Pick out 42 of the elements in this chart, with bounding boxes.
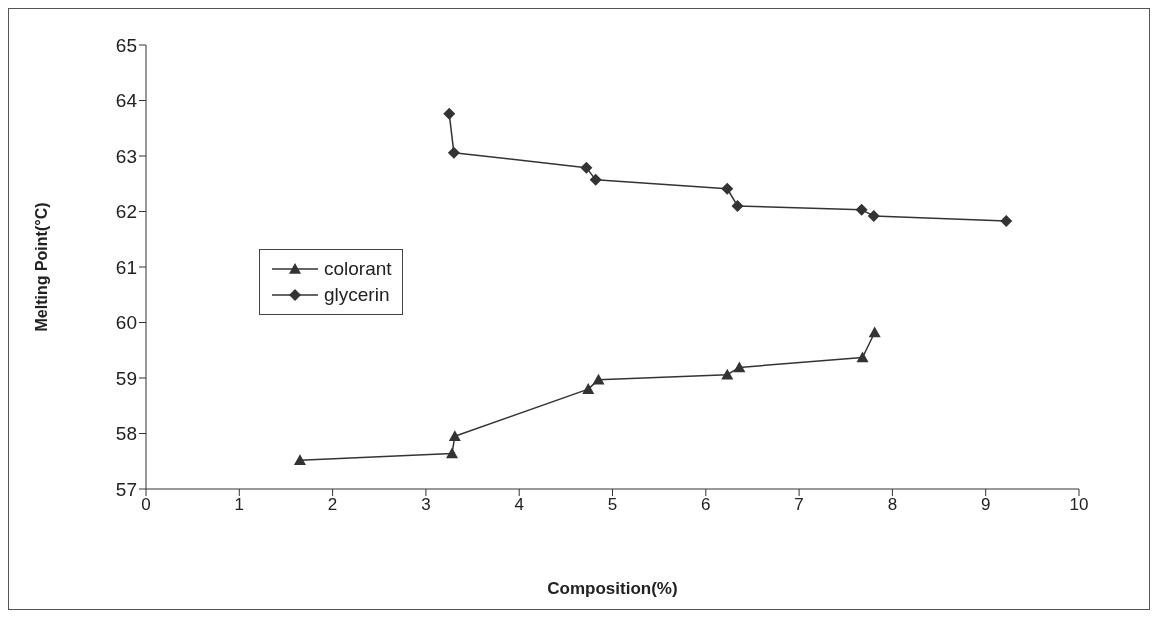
point [446, 447, 459, 459]
point [592, 373, 605, 385]
point [293, 454, 306, 465]
y-tick-label: 58 [115, 423, 137, 445]
x-tick-label: 4 [514, 495, 524, 515]
point [856, 351, 869, 363]
x-tick-label: 10 [1069, 495, 1089, 515]
y-tick-label: 64 [115, 90, 138, 112]
x-tick-label: 6 [701, 495, 711, 515]
point [855, 203, 868, 216]
x-axis-title: Composition(%) [547, 579, 678, 598]
point [721, 368, 734, 380]
legend-label: glycerin [324, 284, 390, 306]
point [868, 326, 881, 338]
point [1000, 214, 1013, 227]
legend-label: colorant [324, 258, 392, 280]
y-tick-label: 57 [115, 478, 137, 500]
point [582, 383, 595, 394]
y-tick-label: 61 [115, 256, 137, 278]
point [733, 361, 746, 373]
y-tick-label: 59 [115, 367, 137, 389]
point [448, 430, 461, 442]
point [721, 182, 734, 195]
point [447, 146, 460, 159]
x-tick-label: 8 [887, 495, 898, 515]
point [580, 161, 593, 174]
y-tick-label: 62 [115, 201, 137, 223]
point [589, 173, 602, 186]
y-tick-label: 60 [115, 312, 137, 334]
point [867, 209, 880, 222]
x-tick-label: 0 [141, 495, 151, 515]
y-axis-title: Melting Point(°C) [32, 202, 50, 332]
y-tick-label: 65 [115, 34, 137, 56]
x-tick-label: 5 [607, 495, 618, 515]
point [443, 107, 456, 120]
y-tick-label: 63 [115, 145, 137, 167]
x-tick-label: 7 [794, 495, 804, 515]
point [731, 199, 744, 212]
x-tick-label: 2 [327, 495, 338, 515]
x-tick-label: 3 [421, 495, 431, 515]
x-tick-label: 9 [980, 495, 991, 515]
x-tick-label: 1 [234, 495, 245, 515]
